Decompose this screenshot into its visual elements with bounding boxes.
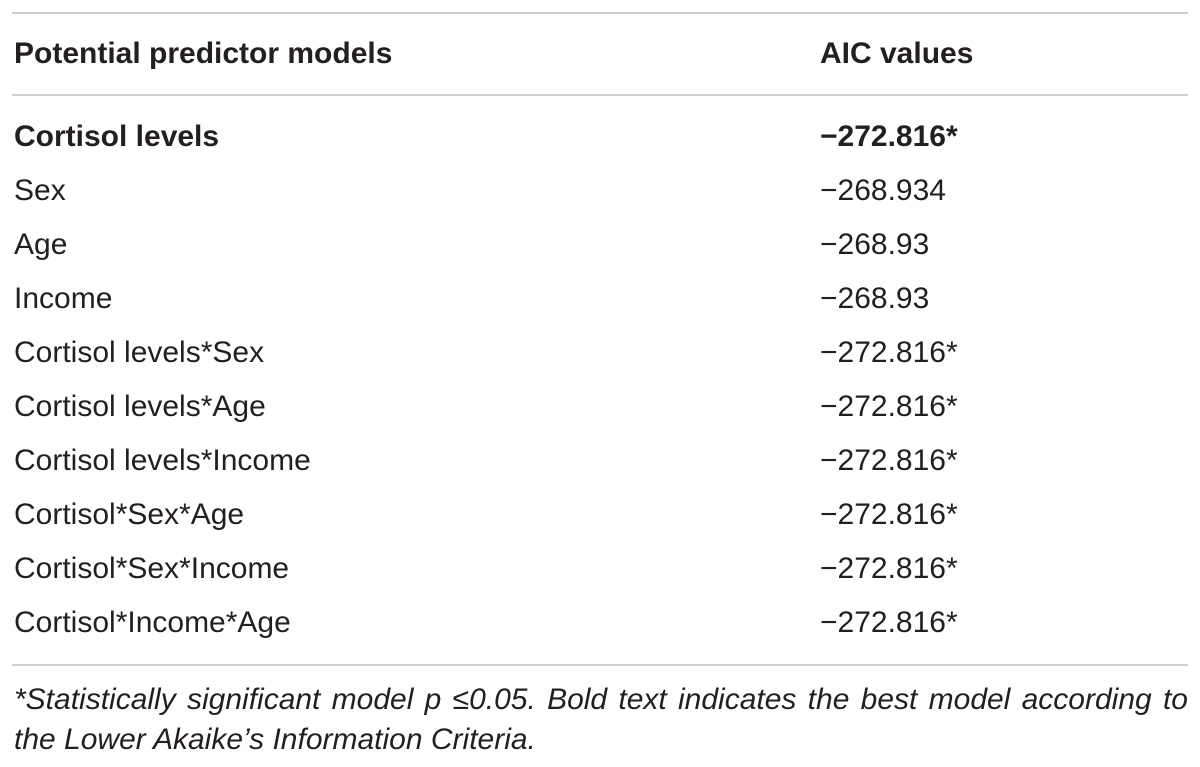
row-model: Sex: [14, 174, 66, 207]
bottom-rule: [12, 664, 1188, 666]
row-aic: −272.816*: [820, 120, 958, 153]
row-aic: −272.816*: [820, 498, 958, 531]
table-row: Cortisol*Sex*Income −272.816*: [12, 542, 1188, 596]
row-model: Cortisol levels*Sex: [14, 336, 265, 369]
row-aic: −268.93: [820, 282, 930, 315]
top-rule: [12, 12, 1188, 14]
row-model: Age: [14, 228, 68, 261]
table-row: Cortisol levels*Income −272.816*: [12, 434, 1188, 488]
row-aic: −272.816*: [820, 444, 958, 477]
table-header-row: Potential predictor models AIC values: [12, 14, 1188, 94]
row-aic: −268.934: [820, 174, 946, 207]
row-model: Cortisol*Sex*Income: [14, 552, 290, 585]
table-row: Cortisol levels*Sex −272.816*: [12, 326, 1188, 380]
row-model: Cortisol levels*Age: [14, 390, 266, 423]
table-footnote: *Statistically significant model p ≤0.05…: [14, 683, 1188, 756]
table-row: Cortisol levels −272.816*: [12, 110, 1188, 164]
table-row: Age −268.93: [12, 218, 1188, 272]
row-model: Income: [14, 282, 113, 315]
row-model: Cortisol levels*Income: [14, 444, 311, 477]
aic-table: Potential predictor models AIC values Co…: [12, 12, 1188, 760]
row-aic: −272.816*: [820, 552, 958, 585]
row-model: Cortisol*Sex*Age: [14, 498, 245, 531]
table-row: Sex −268.934: [12, 164, 1188, 218]
table-row: Income −268.93: [12, 272, 1188, 326]
row-aic: −272.816*: [820, 606, 958, 639]
header-rule: [12, 94, 1188, 96]
row-aic: −268.93: [820, 228, 930, 261]
header-model: Potential predictor models: [14, 37, 393, 70]
row-aic: −272.816*: [820, 390, 958, 423]
row-aic: −272.816*: [820, 336, 958, 369]
table-body: Cortisol levels −272.816* Sex −268.934 A…: [12, 96, 1188, 664]
row-model: Cortisol*Income*Age: [14, 606, 291, 639]
row-model: Cortisol levels: [14, 120, 220, 153]
table-row: Cortisol*Income*Age −272.816*: [12, 596, 1188, 650]
table-row: Cortisol*Sex*Age −272.816*: [12, 488, 1188, 542]
header-aic: AIC values: [820, 37, 974, 70]
table-row: Cortisol levels*Age −272.816*: [12, 380, 1188, 434]
